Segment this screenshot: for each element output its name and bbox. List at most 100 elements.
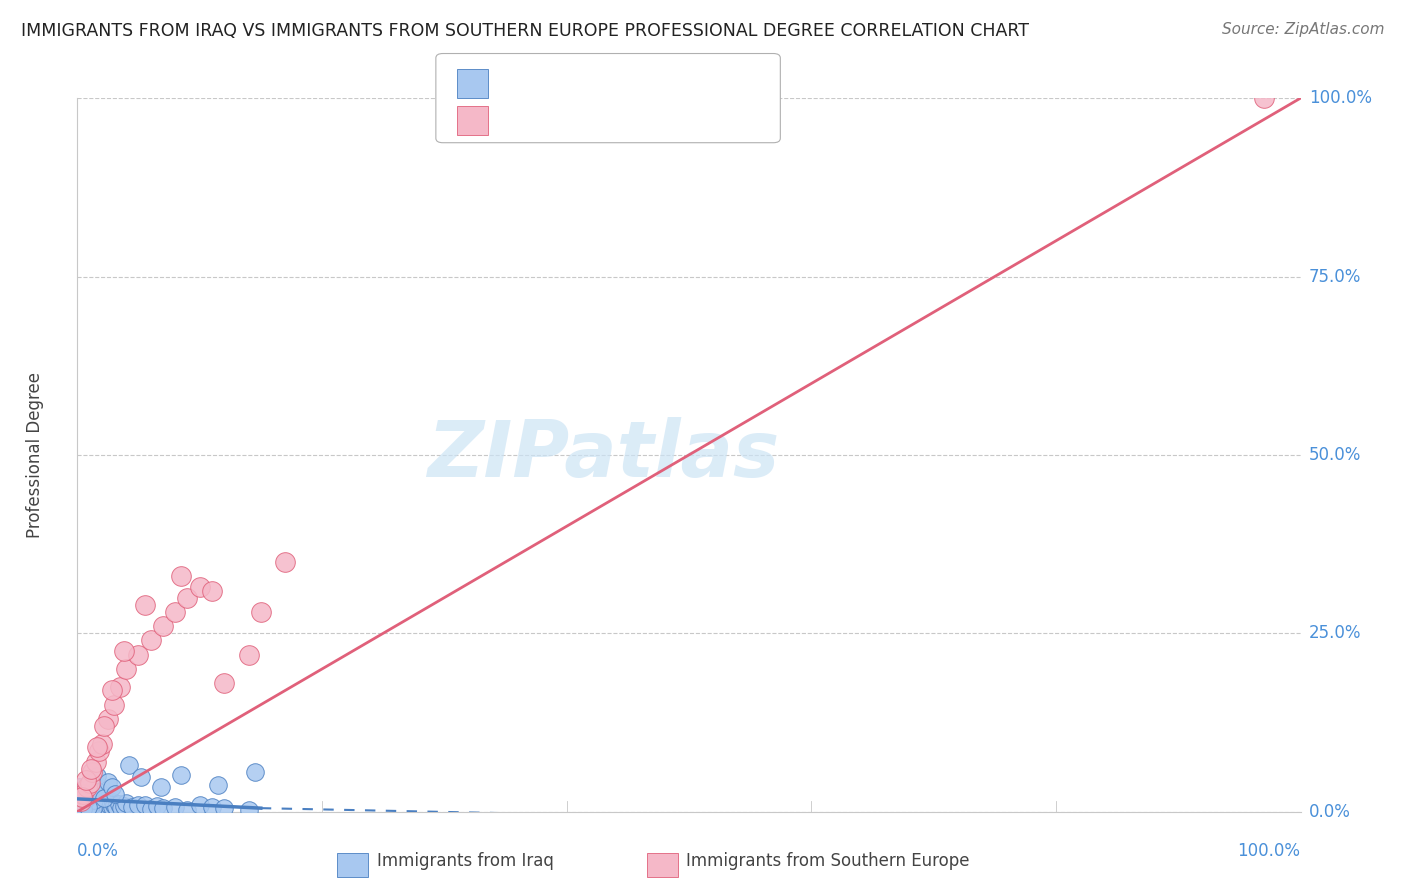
Point xyxy=(115,662,138,676)
Point xyxy=(110,801,132,815)
Text: Professional Degree: Professional Degree xyxy=(25,372,44,538)
Text: 0.0%: 0.0% xyxy=(1309,803,1351,821)
Point xyxy=(83,793,105,807)
Text: N =: N = xyxy=(614,75,666,93)
Point xyxy=(207,778,229,792)
Point xyxy=(165,605,187,619)
Point xyxy=(70,794,93,808)
Point xyxy=(86,740,108,755)
Point xyxy=(112,799,135,814)
Point xyxy=(72,802,94,816)
Point xyxy=(139,802,162,816)
Text: -0.148: -0.148 xyxy=(543,75,600,93)
Point xyxy=(188,580,211,594)
Point xyxy=(72,787,94,801)
Text: 33: 33 xyxy=(665,112,688,129)
Point xyxy=(103,698,125,712)
Point xyxy=(70,799,93,814)
Point xyxy=(139,633,162,648)
Point xyxy=(77,799,100,814)
Point xyxy=(90,799,112,814)
Point xyxy=(79,799,101,814)
Point xyxy=(67,799,90,814)
Point xyxy=(127,648,149,662)
Point xyxy=(165,799,187,814)
Point xyxy=(188,797,211,812)
Point xyxy=(105,799,128,814)
Point xyxy=(80,802,103,816)
Point xyxy=(69,794,91,808)
Point xyxy=(79,776,101,790)
Point xyxy=(100,800,122,814)
Point xyxy=(69,796,91,810)
Point xyxy=(134,797,156,812)
Point xyxy=(108,797,131,811)
Text: Immigrants from Iraq: Immigrants from Iraq xyxy=(377,852,554,870)
Point xyxy=(75,797,97,812)
Point xyxy=(152,801,174,815)
Point xyxy=(134,598,156,612)
Point xyxy=(73,792,96,806)
Text: 100.0%: 100.0% xyxy=(1309,89,1372,107)
Point xyxy=(170,569,193,583)
Point xyxy=(90,803,112,817)
Point xyxy=(97,712,120,726)
Point xyxy=(212,801,235,815)
Point xyxy=(112,644,135,658)
Point xyxy=(76,794,98,808)
Point xyxy=(115,796,138,810)
Point xyxy=(77,790,100,805)
Text: Source: ZipAtlas.com: Source: ZipAtlas.com xyxy=(1222,22,1385,37)
Point xyxy=(152,619,174,633)
Text: 75.0%: 75.0% xyxy=(1309,268,1361,285)
Point xyxy=(93,791,115,805)
Point xyxy=(149,780,172,794)
Point xyxy=(75,772,97,787)
Point xyxy=(238,648,260,662)
Point xyxy=(100,683,122,698)
Point xyxy=(86,769,108,783)
Text: 0.0%: 0.0% xyxy=(77,842,120,860)
Point xyxy=(129,771,152,785)
Point xyxy=(97,802,120,816)
Text: R =: R = xyxy=(496,112,536,129)
Point xyxy=(94,796,117,810)
Point xyxy=(238,803,260,817)
Point xyxy=(89,744,111,758)
Point xyxy=(91,792,114,806)
Text: 80: 80 xyxy=(665,75,688,93)
Point xyxy=(121,800,143,814)
Point xyxy=(72,792,94,806)
Point xyxy=(80,772,103,787)
Point xyxy=(82,801,104,815)
Point xyxy=(67,798,90,813)
Point xyxy=(96,799,118,814)
Point xyxy=(84,755,107,769)
Point xyxy=(274,555,297,569)
Text: N =: N = xyxy=(614,112,666,129)
Point xyxy=(93,801,115,815)
Point xyxy=(80,796,103,810)
Point xyxy=(86,797,108,811)
Text: ZIPatlas: ZIPatlas xyxy=(427,417,779,493)
Point xyxy=(170,767,193,781)
Point xyxy=(93,719,115,733)
Point xyxy=(82,781,104,796)
Point xyxy=(100,780,122,794)
Text: 50.0%: 50.0% xyxy=(1309,446,1361,464)
Text: 100.0%: 100.0% xyxy=(1237,842,1301,860)
Point xyxy=(87,800,110,814)
Point xyxy=(176,803,198,817)
Point xyxy=(77,790,100,805)
Point xyxy=(70,796,93,810)
Text: IMMIGRANTS FROM IRAQ VS IMMIGRANTS FROM SOUTHERN EUROPE PROFESSIONAL DEGREE CORR: IMMIGRANTS FROM IRAQ VS IMMIGRANTS FROM … xyxy=(21,22,1029,40)
Point xyxy=(82,793,104,807)
Point xyxy=(72,801,94,815)
Point xyxy=(97,774,120,789)
Point xyxy=(75,803,97,817)
Point xyxy=(118,758,141,772)
Text: Immigrants from Southern Europe: Immigrants from Southern Europe xyxy=(686,852,970,870)
Point xyxy=(243,765,266,780)
Point xyxy=(70,802,93,816)
Point xyxy=(98,797,121,812)
